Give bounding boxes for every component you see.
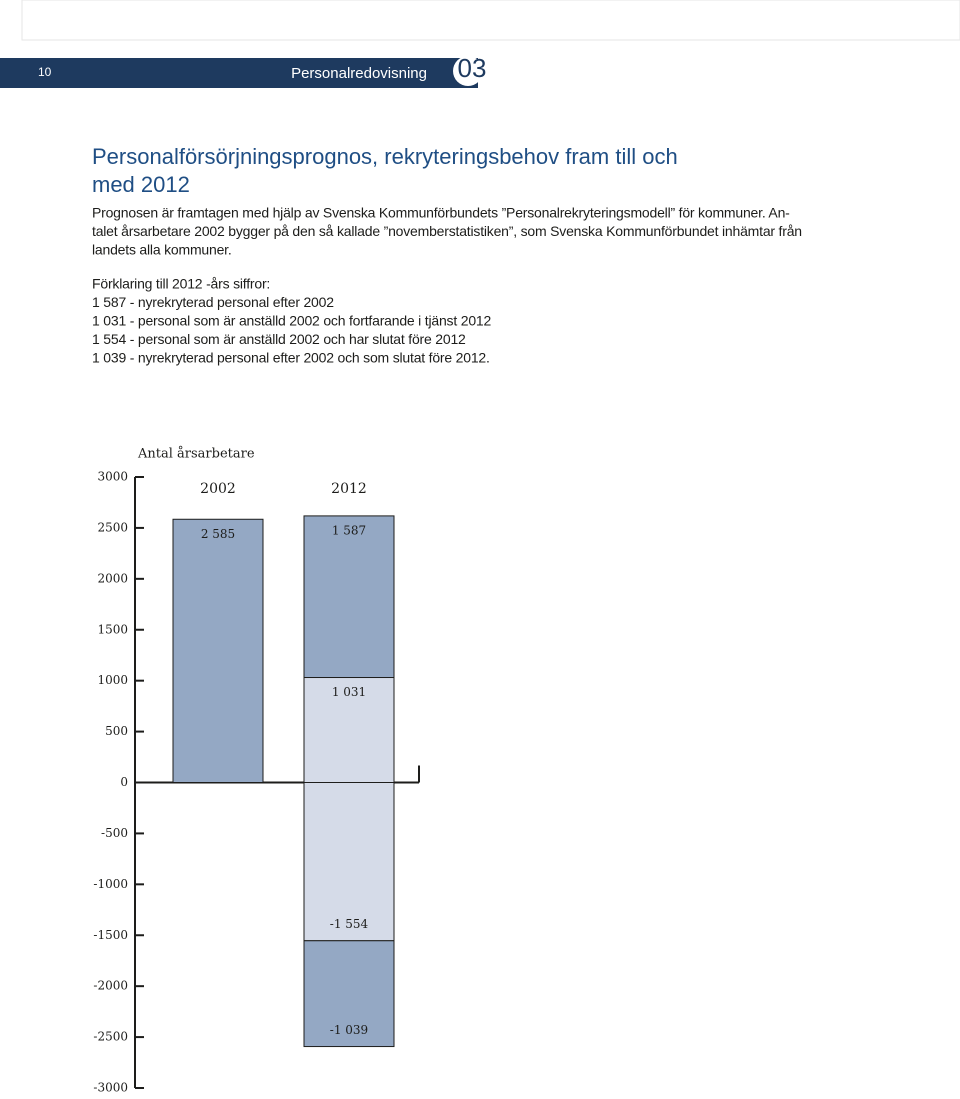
y-tick-label: -1500 bbox=[93, 928, 128, 942]
value-label: -1 039 bbox=[330, 1023, 368, 1037]
page-title: Personalförsörjningsprognos, rekrytering… bbox=[92, 144, 678, 169]
y-tick-label: 2000 bbox=[97, 571, 128, 585]
bar-segment bbox=[303, 782, 395, 942]
bar-segment bbox=[303, 515, 395, 679]
explanation-text: 1 587 - nyrekryterad personal efter 2002 bbox=[92, 294, 334, 310]
y-tick-label: 3000 bbox=[97, 470, 128, 484]
top-frame bbox=[21, 0, 960, 41]
intro-text: Prognosen är framtagen med hjälp av Sven… bbox=[92, 205, 790, 221]
chapter-badge bbox=[453, 56, 483, 86]
explanation-text: 1 039 - nyrekryterad personal efter 2002… bbox=[92, 350, 490, 366]
intro-text: landets alla kommuner. bbox=[92, 242, 232, 258]
y-tick-label: 1500 bbox=[97, 622, 128, 636]
value-label: 2 585 bbox=[201, 527, 235, 541]
y-tick-label: 2500 bbox=[97, 520, 128, 534]
value-label: 1 587 bbox=[332, 523, 366, 537]
chapter-number: 03 bbox=[458, 53, 487, 83]
y-tick-label: 0 bbox=[120, 775, 128, 789]
y-tick-label: -1000 bbox=[93, 877, 128, 891]
y-tick-label: -3000 bbox=[93, 1081, 128, 1095]
value-label: 1 031 bbox=[332, 685, 366, 699]
explanation-text: 1 554 - personal som är anställd 2002 oc… bbox=[92, 331, 466, 347]
y-tick-label: 500 bbox=[105, 724, 128, 738]
y-axis-label: Antal årsarbetare bbox=[137, 446, 255, 462]
bar-segment bbox=[303, 940, 395, 1048]
y-tick-label: -2500 bbox=[93, 1030, 128, 1044]
y-tick-label: 1000 bbox=[97, 673, 128, 687]
explanation-text: 1 031 - personal som är anställd 2002 oc… bbox=[92, 313, 491, 329]
page-number: 10 bbox=[38, 65, 52, 79]
section-title: Personalredovisning bbox=[291, 65, 427, 82]
y-tick-label: -2000 bbox=[93, 979, 128, 993]
value-label: -1 554 bbox=[330, 917, 369, 931]
x-category-label: 2002 bbox=[200, 481, 236, 497]
intro-text: talet årsarbetare 2002 bygger på den så … bbox=[92, 223, 802, 239]
header-band bbox=[0, 58, 478, 88]
y-tick-label: -500 bbox=[101, 826, 128, 840]
page-title: med 2012 bbox=[92, 172, 190, 197]
x-category-label: 2012 bbox=[331, 481, 367, 497]
bar-segment bbox=[172, 518, 264, 783]
explanation-text: Förklaring till 2012 -års siffror: bbox=[92, 276, 270, 292]
